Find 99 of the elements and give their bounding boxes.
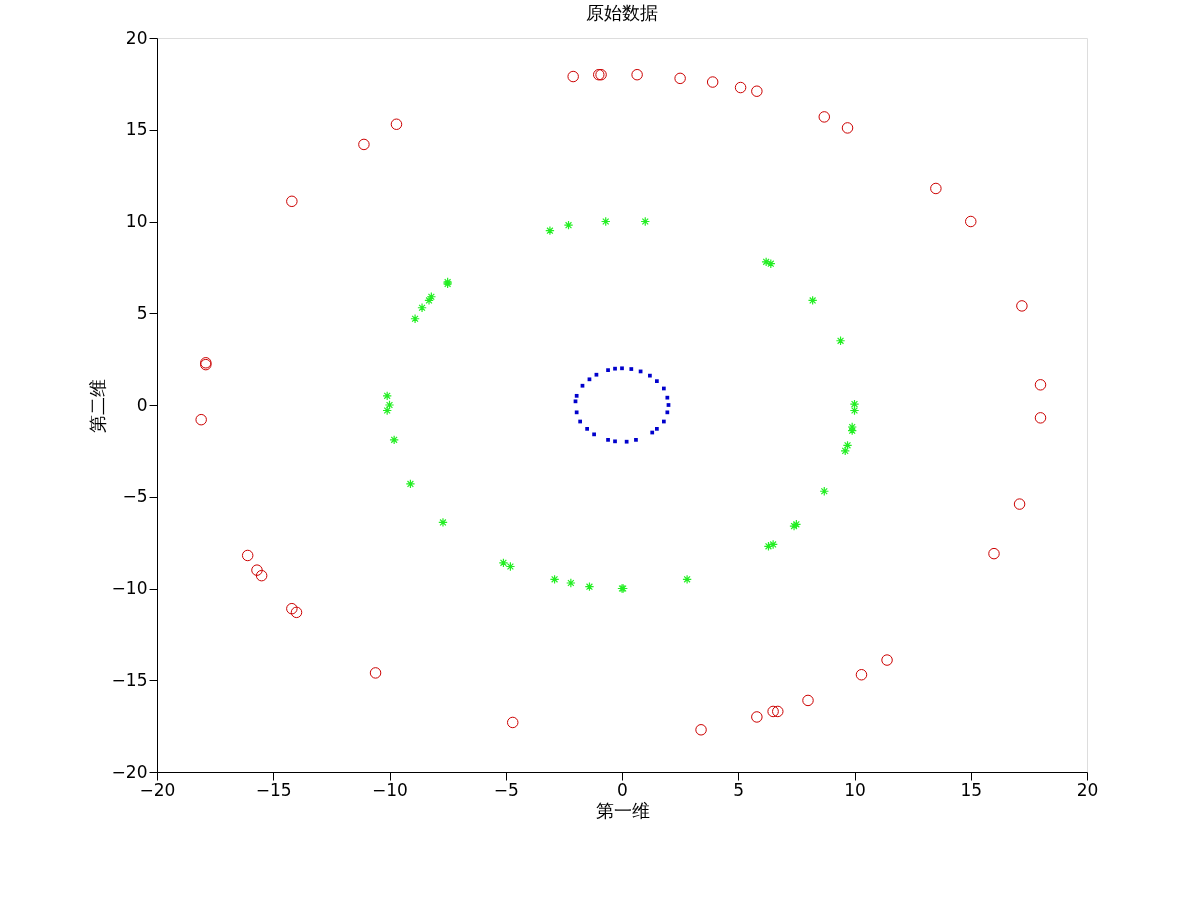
- point: [600, 216, 611, 227]
- point: [734, 81, 747, 94]
- point: [566, 578, 576, 588]
- point: [819, 486, 830, 497]
- point: [665, 410, 670, 415]
- point: [674, 72, 686, 85]
- point: [195, 413, 207, 426]
- point: [390, 118, 403, 130]
- point: [818, 111, 831, 123]
- point: [410, 313, 420, 324]
- point: [706, 76, 719, 88]
- point: [695, 724, 707, 736]
- point: [682, 574, 692, 585]
- y-tick-label: −15: [111, 669, 148, 690]
- point: [1034, 379, 1047, 391]
- point: [849, 399, 860, 409]
- x-tick-label: 15: [960, 779, 983, 800]
- point: [881, 654, 893, 666]
- point: [567, 70, 579, 83]
- point: [802, 694, 814, 707]
- point: [648, 373, 652, 378]
- point: [807, 295, 818, 306]
- y-axis-title: 第二维: [86, 378, 108, 433]
- point: [498, 558, 509, 568]
- point: [405, 479, 416, 489]
- x-tick-label: −10: [372, 779, 408, 800]
- point: [506, 716, 519, 729]
- point: [382, 391, 392, 401]
- point: [751, 711, 763, 723]
- point: [624, 439, 629, 444]
- point: [634, 437, 638, 442]
- point: [545, 225, 555, 236]
- point: [655, 426, 659, 431]
- point: [655, 379, 659, 384]
- point: [584, 581, 595, 592]
- point: [290, 606, 303, 619]
- point: [1034, 412, 1047, 424]
- y-tick-label: 0: [136, 394, 148, 415]
- point: [665, 395, 670, 400]
- point: [1016, 300, 1028, 312]
- y-tick-label: 15: [125, 119, 148, 140]
- point: [849, 405, 860, 416]
- y-tick-label: −20: [111, 761, 148, 782]
- point: [763, 541, 774, 552]
- x-tick-label: 0: [617, 779, 628, 800]
- point: [631, 68, 643, 81]
- point: [369, 667, 382, 679]
- point: [751, 85, 763, 97]
- point: [855, 669, 868, 681]
- point: [988, 547, 1000, 560]
- point: [965, 215, 977, 228]
- x-tick-label: −5: [493, 779, 519, 800]
- point: [255, 569, 268, 582]
- x-tick-label: 20: [1076, 779, 1099, 800]
- point: [382, 405, 392, 416]
- point: [286, 195, 298, 208]
- point: [629, 367, 634, 371]
- point: [549, 574, 560, 585]
- y-tick-label: 20: [125, 27, 148, 48]
- y-tick-label: 5: [136, 302, 148, 323]
- point: [606, 437, 610, 442]
- point: [251, 564, 263, 576]
- point: [606, 368, 610, 373]
- point: [574, 410, 579, 415]
- point: [585, 426, 589, 431]
- point: [241, 549, 254, 562]
- point: [563, 220, 574, 230]
- point: [840, 446, 850, 456]
- point: [574, 393, 579, 398]
- point: [384, 400, 395, 410]
- point: [841, 122, 854, 134]
- point: [389, 435, 399, 445]
- point: [417, 302, 427, 313]
- point: [640, 216, 651, 227]
- point: [772, 705, 784, 718]
- point: [767, 705, 779, 718]
- point: [438, 517, 448, 528]
- point: [620, 366, 624, 371]
- y-tick-label: −5: [122, 486, 148, 507]
- point: [505, 561, 516, 572]
- point: [766, 258, 776, 269]
- point: [286, 602, 298, 615]
- point: [592, 432, 596, 437]
- x-axis-title: 第一维: [595, 799, 650, 821]
- x-tick-label: 10: [844, 779, 866, 800]
- point: [613, 366, 617, 371]
- point: [761, 257, 771, 267]
- point: [613, 439, 617, 444]
- point: [1013, 498, 1026, 510]
- x-tick-label: −15: [255, 779, 292, 800]
- point: [930, 182, 942, 195]
- point: [835, 335, 846, 346]
- point: [358, 138, 370, 151]
- point: [424, 295, 434, 306]
- x-tick-label: 5: [733, 779, 745, 800]
- y-tick-label: −10: [111, 578, 148, 598]
- chart-title: 原始数据: [586, 2, 658, 23]
- y-tick-label: 10: [125, 211, 148, 231]
- point: [842, 440, 853, 451]
